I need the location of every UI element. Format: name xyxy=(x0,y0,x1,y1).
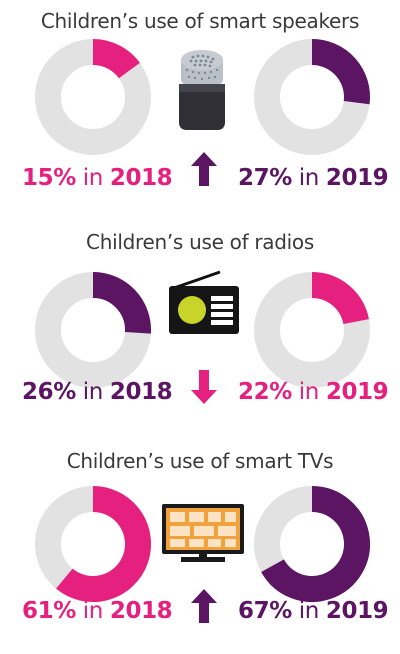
donut-2018 xyxy=(35,39,151,155)
value-label-2018: 26% in 2018 xyxy=(22,379,173,405)
in-text: in xyxy=(82,598,104,624)
year-text: 2019 xyxy=(325,165,389,191)
percent-text: 26% xyxy=(22,379,76,405)
value-label-2018: 15% in 2018 xyxy=(22,165,173,191)
section-title: Children’s use of smart TVs xyxy=(66,449,334,473)
donut-slice-2019 xyxy=(311,39,370,105)
donut-2019 xyxy=(254,39,370,155)
donut-slice-2019 xyxy=(311,272,369,325)
donut-2018 xyxy=(35,272,151,388)
donut-slice-2018 xyxy=(56,486,151,602)
value-label-2019: 22% in 2019 xyxy=(238,379,389,405)
value-label-2019: 27% in 2019 xyxy=(238,165,389,191)
donut-2019 xyxy=(254,272,370,388)
donut-2019 xyxy=(254,486,370,602)
radio-icon xyxy=(169,270,239,334)
year-text: 2018 xyxy=(109,379,173,405)
percent-text: 15% xyxy=(22,165,76,191)
in-text: in xyxy=(298,379,320,405)
value-label-2018: 61% in 2018 xyxy=(22,598,173,624)
section-smart-speakers: Children’s use of smart speakers 15% in … xyxy=(0,0,400,213)
percent-text: 22% xyxy=(238,379,292,405)
section-title: Children’s use of smart speakers xyxy=(40,9,360,33)
arrow-up-icon xyxy=(191,152,217,186)
in-text: in xyxy=(298,598,320,624)
arrow-up-icon xyxy=(191,589,217,623)
year-text: 2019 xyxy=(325,379,389,405)
value-label-2019: 67% in 2019 xyxy=(238,598,389,624)
year-text: 2018 xyxy=(109,165,173,191)
arrow-down-icon xyxy=(191,370,217,404)
section-smart-tvs: Children’s use of smart TVs 61% in 2018 … xyxy=(0,441,400,654)
year-text: 2018 xyxy=(109,598,173,624)
section-radios: Children’s use of radios 26% in 2018 22%… xyxy=(0,222,400,435)
percent-text: 67% xyxy=(238,598,292,624)
in-text: in xyxy=(298,165,320,191)
donut-slice-2018 xyxy=(92,272,151,334)
percent-text: 27% xyxy=(238,165,292,191)
year-text: 2019 xyxy=(325,598,389,624)
donut-slice-2019 xyxy=(261,486,370,602)
section-title: Children’s use of radios xyxy=(86,230,314,254)
in-text: in xyxy=(82,165,104,191)
smart-speaker-icon xyxy=(179,50,225,130)
donut-2018 xyxy=(35,486,151,602)
percent-text: 61% xyxy=(22,598,76,624)
in-text: in xyxy=(82,379,104,405)
smart-tv-icon xyxy=(162,504,244,562)
donut-slice-2018 xyxy=(92,39,140,79)
